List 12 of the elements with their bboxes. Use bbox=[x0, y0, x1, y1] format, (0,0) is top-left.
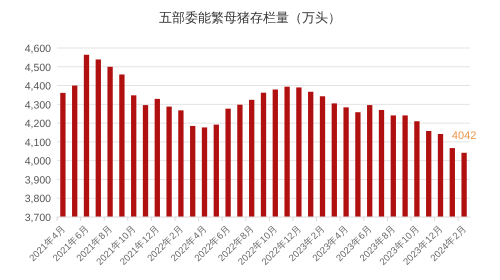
y-tick-label: 4,200 bbox=[24, 118, 52, 130]
y-tick-label: 4,400 bbox=[24, 80, 52, 93]
y-tick-label: 4,500 bbox=[24, 62, 52, 74]
y-tick-label: 4,000 bbox=[24, 156, 52, 168]
y-tick-label: 4,100 bbox=[24, 136, 52, 149]
y-tick-label: 4,600 bbox=[24, 43, 52, 55]
chart-title: 五部委能繁母猪存栏量（万头） bbox=[159, 10, 341, 25]
y-tick-label: 3,900 bbox=[24, 174, 52, 186]
y-tick-label: 3,800 bbox=[24, 193, 52, 206]
y-tick-label: 3,700 bbox=[24, 212, 52, 224]
y-tick-label: 4,300 bbox=[24, 99, 52, 112]
data-label: 4042 bbox=[452, 130, 476, 142]
